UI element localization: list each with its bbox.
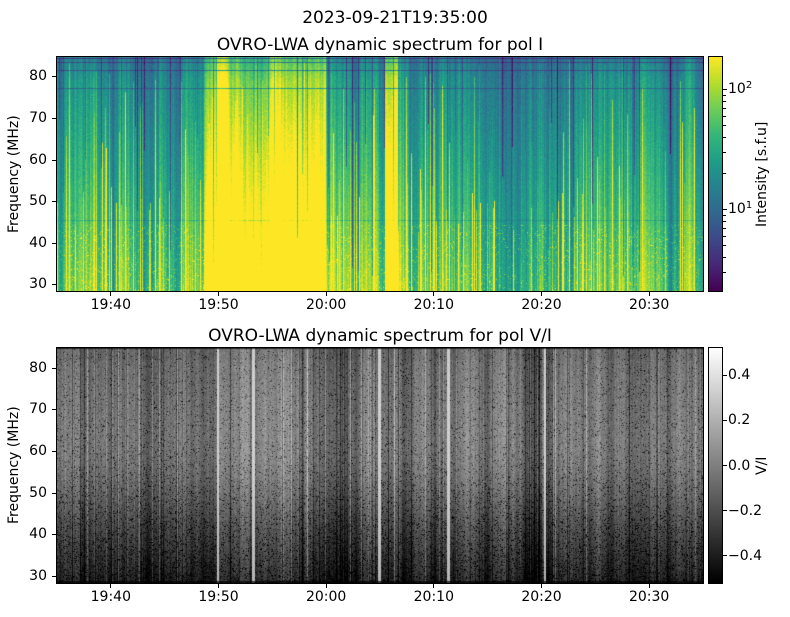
x-tick-mark xyxy=(433,292,435,296)
colorbar-tick-label: 102 xyxy=(728,79,753,97)
x-tick-label: 20:30 xyxy=(628,297,670,313)
colorbar-minor-tick xyxy=(723,256,726,258)
colorbar-major-tick xyxy=(723,510,727,512)
colorbar-tick-label: 0.2 xyxy=(728,412,751,429)
x-tick-mark xyxy=(325,584,327,588)
x-tick-label: 20:00 xyxy=(305,589,347,605)
colorbar-major-tick xyxy=(723,89,727,91)
colorbar-minor-tick xyxy=(723,107,726,109)
x-tick-label: 20:00 xyxy=(305,297,347,313)
pol-i-spectrogram-canvas xyxy=(57,57,703,291)
pol-vi-y-axis-label: Frequency (MHz) xyxy=(6,406,22,525)
colorbar-minor-tick xyxy=(723,214,726,216)
figure-suptitle: 2023-09-21T19:35:00 xyxy=(302,8,488,28)
colorbar-minor-tick xyxy=(723,271,726,273)
colorbar-tick-label: 0.0 xyxy=(728,457,751,474)
x-tick-label: 19:40 xyxy=(90,589,131,605)
x-tick-label: 19:50 xyxy=(198,589,239,605)
colorbar-minor-tick xyxy=(723,227,726,229)
colorbar-minor-tick xyxy=(723,100,726,102)
colorbar-minor-tick xyxy=(723,137,726,139)
colorbar-major-tick xyxy=(723,419,727,421)
colorbar-minor-tick xyxy=(723,115,726,117)
x-tick-label: 19:50 xyxy=(198,297,239,313)
x-tick-label: 19:40 xyxy=(90,297,131,313)
intensity-colorbar-canvas xyxy=(709,57,722,291)
vi-colorbar-canvas xyxy=(709,348,722,583)
x-tick-label: 20:10 xyxy=(413,589,454,605)
colorbar-major-tick xyxy=(723,209,727,211)
colorbar-major-tick xyxy=(723,465,727,466)
intensity-colorbar xyxy=(708,56,723,292)
x-tick-mark xyxy=(110,292,112,296)
colorbar-minor-tick xyxy=(723,94,726,96)
x-tick-mark xyxy=(218,292,219,296)
vi-colorbar-label: V/I xyxy=(754,456,770,475)
x-tick-label: 20:30 xyxy=(628,589,670,605)
x-tick-mark xyxy=(541,292,542,296)
x-tick-mark xyxy=(648,292,650,296)
colorbar-major-tick xyxy=(723,555,727,557)
colorbar-minor-tick xyxy=(723,235,726,237)
x-tick-label: 20:20 xyxy=(521,589,562,605)
pol-vi-spectrogram-canvas xyxy=(57,348,703,583)
colorbar-minor-tick xyxy=(723,152,726,154)
x-tick-mark xyxy=(325,292,327,296)
colorbar-minor-tick xyxy=(723,173,726,175)
x-tick-mark xyxy=(433,584,435,588)
x-tick-label: 20:10 xyxy=(413,297,454,313)
colorbar-minor-tick xyxy=(723,125,726,127)
vi-colorbar xyxy=(708,347,723,584)
pol-i-panel-title: OVRO-LWA dynamic spectrum for pol I xyxy=(216,35,544,55)
x-tick-label: 20:20 xyxy=(521,297,562,313)
pol-vi-panel-title: OVRO-LWA dynamic spectrum for pol V/I xyxy=(208,326,552,346)
colorbar-minor-tick xyxy=(723,245,726,247)
colorbar-minor-tick xyxy=(723,220,726,222)
intensity-colorbar-label: Intensity [s.f.u] xyxy=(754,121,770,227)
x-tick-mark xyxy=(110,584,112,588)
pol-i-y-axis-label: Frequency (MHz) xyxy=(6,115,22,233)
x-tick-mark xyxy=(541,584,542,588)
colorbar-major-tick xyxy=(723,374,727,376)
colorbar-tick-label: 101 xyxy=(728,199,753,217)
pol-i-plot-area xyxy=(56,56,704,292)
x-tick-mark xyxy=(218,584,219,588)
colorbar-tick-label: 0.4 xyxy=(728,367,751,384)
pol-vi-plot-area xyxy=(56,347,704,584)
x-tick-mark xyxy=(648,584,650,588)
